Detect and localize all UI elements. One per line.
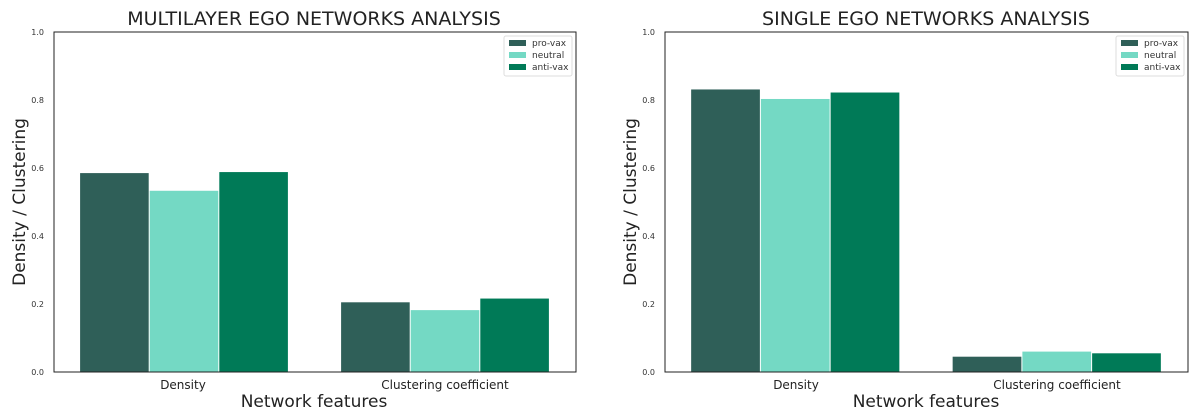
legend-label: anti-vax <box>532 63 569 73</box>
bar-pro-vax-0 <box>691 89 760 372</box>
chart-panel-single: SINGLE EGO NETWORKS ANALYSIS Density / C… <box>621 8 1188 411</box>
y-ticks: 0.0 0.2 0.4 0.6 0.8 1.0 <box>31 28 44 377</box>
chart-title: SINGLE EGO NETWORKS ANALYSIS <box>762 8 1090 30</box>
legend-label: pro-vax <box>532 39 567 49</box>
legend: pro-vax neutral anti-vax <box>504 36 572 76</box>
x-tick-label: Clustering coefficient <box>381 378 509 392</box>
bar-neutral-0 <box>150 191 219 372</box>
chart-title: MULTILAYER EGO NETWORKS ANALYSIS <box>127 8 501 30</box>
legend: pro-vax neutral anti-vax <box>1116 36 1184 76</box>
x-tick-label: Density <box>160 378 206 392</box>
bar-pro-vax-0 <box>80 173 149 372</box>
bar-neutral-1 <box>411 310 480 372</box>
y-ticks: 0.0 0.2 0.4 0.6 0.8 1.0 <box>642 28 655 377</box>
y-tick-label: 0.2 <box>31 300 44 309</box>
y-tick-label: 0.4 <box>642 232 655 241</box>
chart-panel-multilayer: MULTILAYER EGO NETWORKS ANALYSIS Density… <box>10 8 576 411</box>
x-tick-label: Density <box>773 378 819 392</box>
x-axis-label: Network features <box>853 392 1000 411</box>
y-axis-label: Density / Clustering <box>621 118 641 286</box>
bar-pro-vax-1 <box>953 357 1022 372</box>
x-tick-label: Clustering coefficient <box>993 378 1121 392</box>
legend-label: anti-vax <box>1144 63 1181 73</box>
y-tick-label: 0.8 <box>31 96 44 105</box>
legend-label: neutral <box>1144 51 1176 61</box>
legend-label: neutral <box>532 51 564 61</box>
legend-swatch <box>509 40 526 46</box>
bars-group <box>691 89 1161 372</box>
y-axis-label: Density / Clustering <box>10 118 30 286</box>
legend-swatch <box>1121 52 1138 58</box>
x-ticks: Density Clustering coefficient <box>160 378 509 392</box>
legend-swatch <box>509 52 526 58</box>
y-tick-label: 1.0 <box>642 28 655 37</box>
legend-swatch <box>1121 40 1138 46</box>
bar-anti-vax-1 <box>480 299 549 372</box>
y-tick-label: 0.4 <box>31 232 44 241</box>
bar-anti-vax-0 <box>219 172 288 372</box>
x-ticks: Density Clustering coefficient <box>773 378 1121 392</box>
bar-neutral-1 <box>1022 352 1091 372</box>
x-axis-label: Network features <box>241 392 388 411</box>
y-tick-label: 0.0 <box>31 368 44 377</box>
bar-neutral-0 <box>761 99 830 372</box>
bar-pro-vax-1 <box>341 302 410 372</box>
y-tick-label: 0.6 <box>642 164 655 173</box>
bars-group <box>80 172 549 372</box>
y-tick-label: 0.6 <box>31 164 44 173</box>
y-tick-label: 0.2 <box>642 300 655 309</box>
legend-swatch <box>509 64 526 70</box>
y-tick-label: 0.0 <box>642 368 655 377</box>
legend-label: pro-vax <box>1144 39 1179 49</box>
y-tick-label: 0.8 <box>642 96 655 105</box>
bar-anti-vax-1 <box>1092 353 1161 372</box>
legend-swatch <box>1121 64 1138 70</box>
bar-anti-vax-0 <box>831 93 900 372</box>
y-tick-label: 1.0 <box>31 28 44 37</box>
